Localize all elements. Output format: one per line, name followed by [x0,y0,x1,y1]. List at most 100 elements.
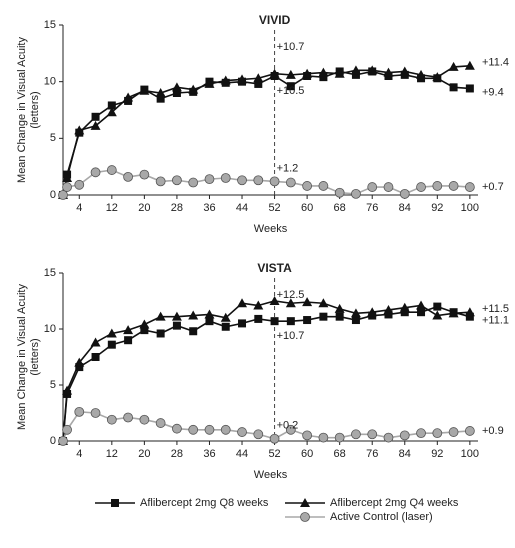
square-marker [433,302,442,311]
x-tick-label: 36 [203,202,215,214]
square-marker [400,308,409,317]
circle-marker [90,408,101,418]
circle-marker [367,182,378,192]
triangle-marker [90,120,101,130]
x-tick-label: 20 [138,448,150,460]
x-tick-label: 52 [268,448,280,460]
triangle-marker [139,319,150,329]
circle-marker [464,426,475,436]
x-tick-label: 76 [366,202,378,214]
triangle-marker [464,307,475,317]
circle-marker [334,187,345,198]
triangle-marker [285,298,296,308]
triangle-marker [269,68,280,78]
circle-marker [285,177,296,188]
triangle-marker [399,66,410,76]
triangle-marker [74,357,85,367]
circle-marker [155,418,166,428]
circle-marker [90,167,101,178]
circle-marker [318,432,329,443]
triangle-marker [139,85,150,95]
triangle-marker [432,310,443,320]
x-tick-label: 28 [171,448,183,460]
circle-marker [399,430,410,441]
square-marker [107,340,116,349]
triangle-marker [188,310,199,320]
circle-marker [106,414,117,425]
x-tick-label: 60 [301,202,313,214]
circle-marker [432,181,443,191]
square-marker [270,317,279,326]
square-marker [172,89,181,97]
triangle-marker [171,82,182,92]
y-tick-label: 15 [44,19,56,31]
square-marker [335,312,344,321]
circle-marker [351,429,361,440]
triangle-marker [416,69,427,79]
x-tick-label: 36 [203,448,215,460]
triangle-marker [62,173,73,182]
square-marker [351,316,360,325]
circle-marker [269,176,280,187]
triangle-marker [253,300,264,310]
triangle-marker [106,328,117,338]
triangle-marker [123,325,134,335]
circle-marker [448,181,459,191]
x-tick-label: 44 [236,202,248,214]
circle-marker [448,427,459,437]
value-label: +10.7 [277,330,305,342]
circle-marker [237,175,247,186]
triangle-marker [334,303,345,313]
circle-marker [220,173,231,183]
value-label: +11.5 [482,303,509,315]
circle-marker [139,414,150,425]
x-tick-label: 60 [301,448,313,460]
legend-label: Aflibercept 2mg Q4 weeks [330,497,459,509]
square-marker [238,319,247,328]
triangle-marker [237,298,248,308]
circle-marker [383,182,394,192]
triangle-marker [448,308,459,318]
value-label: +10.7 [277,41,305,53]
triangle-marker [350,308,361,318]
square-marker [303,316,312,325]
value-label: +9.4 [482,86,504,98]
circle-marker [253,429,264,440]
x-tick-label: 92 [431,202,443,214]
circle-marker [237,427,247,437]
square-marker [91,353,100,361]
x-tick-label: 44 [236,448,248,460]
circle-marker [106,165,117,175]
x-axis-label: Weeks [254,223,288,235]
y-tick-label: 0 [50,435,56,447]
square-marker [111,499,119,507]
circle-marker [123,412,133,423]
square-marker [254,79,263,88]
circle-marker [253,175,264,186]
circle-marker [188,424,199,435]
square-marker [384,310,393,319]
x-tick-label: 12 [106,448,118,460]
triangle-marker [188,84,199,94]
y-tick-label: 5 [50,132,56,144]
square-marker [286,317,295,326]
square-marker [449,83,458,92]
circle-marker [172,423,182,434]
triangle-marker [155,88,166,97]
square-marker [124,336,133,345]
square-marker [254,314,263,323]
triangle-marker [123,92,134,102]
triangle-marker [367,307,378,317]
triangle-marker [350,65,361,75]
circle-marker [432,428,443,439]
x-axis-label: Weeks [254,469,288,481]
circle-marker [367,429,378,440]
circle-marker [383,432,394,443]
circle-marker [74,179,85,190]
x-tick-label: 84 [399,448,411,460]
triangle-marker [220,75,231,85]
y-tick-label: 10 [44,76,56,88]
y-axis-label: Mean Change in Visual Acuity [16,284,28,430]
triangle-marker [220,312,231,322]
triangle-marker [204,78,215,88]
